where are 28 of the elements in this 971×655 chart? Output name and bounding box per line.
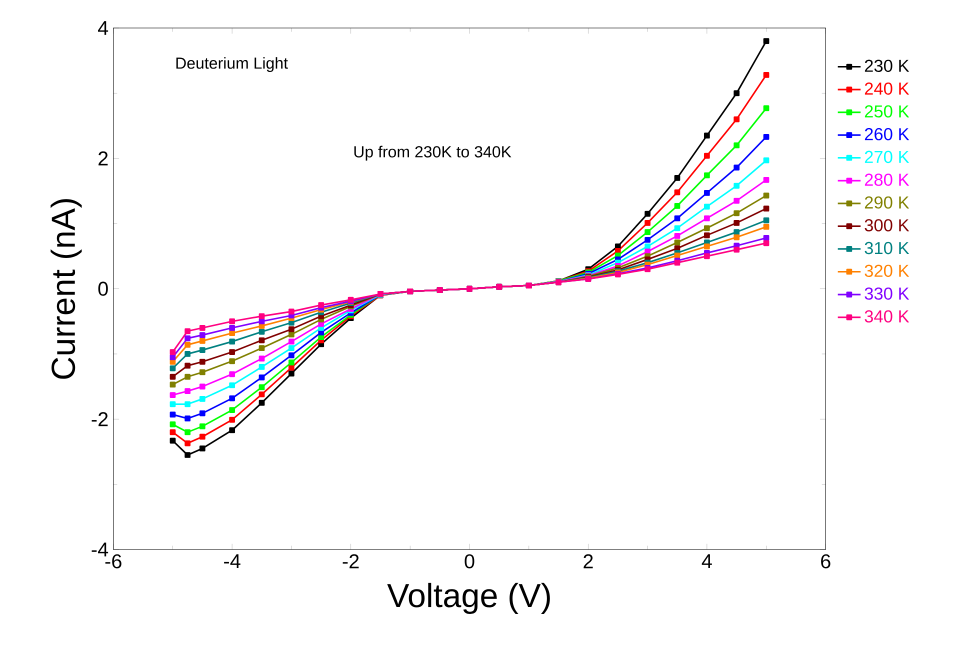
legend-label: 270 K [864, 150, 910, 164]
x-tick-label: -6 [105, 554, 122, 568]
legend-label: 340 K [864, 310, 910, 323]
legend-label: 320 K [864, 264, 910, 278]
annotation: Deuterium Light [176, 57, 288, 72]
x-tick-label: 4 [702, 554, 712, 568]
annotation: Up from 230K to 340K [354, 146, 512, 161]
x-tick-label: 0 [464, 554, 474, 568]
legend-label: 230 K [864, 60, 910, 72]
legend-label: 330 K [864, 288, 910, 300]
x-axis-title: Voltage (V) [387, 582, 550, 614]
legend-label: 260 K [864, 128, 910, 140]
x-tick-label: -2 [342, 554, 359, 568]
legend-label: 310 K [864, 242, 910, 254]
y-tick-label: -4 [92, 542, 108, 556]
x-tick-label: 2 [584, 554, 593, 568]
y-tick-label: -2 [92, 412, 108, 426]
y-tick-label: 0 [98, 282, 108, 296]
legend-label: 300 K [864, 219, 910, 232]
y-tick-label: 4 [98, 21, 108, 35]
x-tick-label: -4 [224, 554, 240, 568]
y-tick-label: 2 [98, 151, 108, 166]
legend-label: 250 K [864, 105, 910, 118]
x-tick-label: 6 [821, 554, 830, 568]
legend-label: 290 K [864, 196, 910, 209]
y-axis-title: Current (nA) [50, 199, 82, 379]
legend-label: 240 K [864, 82, 910, 95]
legend-label: 280 K [864, 174, 910, 186]
